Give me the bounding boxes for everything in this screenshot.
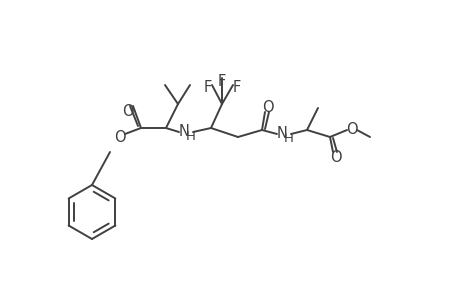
Text: O: O [114,130,126,145]
Text: F: F [203,80,212,94]
Text: H: H [284,133,293,146]
Text: N: N [276,127,287,142]
Text: N: N [178,124,189,140]
Text: O: O [330,149,341,164]
Text: F: F [232,80,241,94]
Text: F: F [218,74,226,89]
Text: O: O [122,104,134,119]
Text: O: O [262,100,273,116]
Text: O: O [346,122,357,137]
Text: H: H [185,130,196,143]
